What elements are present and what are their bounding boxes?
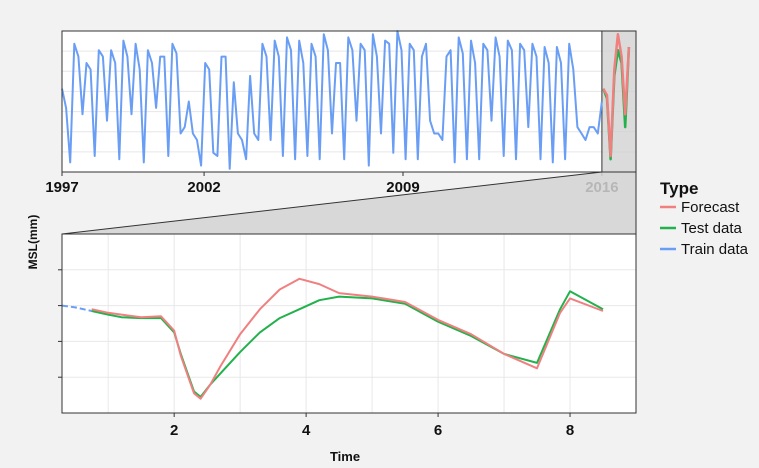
zoom-plot-area [62,234,636,413]
zoom-connector [61,171,637,235]
x-axis-label: Time [330,449,360,464]
y-axis-label: MSL(mm) [26,215,40,270]
zoom-series [61,277,604,400]
overview-panel: 1997200220092016 [45,30,637,196]
zoom-series-line-forecast [91,277,604,400]
overview-series-line-forecast [602,32,631,158]
legend-label-forecast: Forecast [681,199,740,216]
zoom-series-line-train-data [61,304,92,312]
overview-border [61,30,637,173]
overview-tick-label: 2002 [187,179,220,196]
zoom-border [61,233,637,414]
legend-label-test-data: Test data [681,220,743,237]
overview-series-line-train-data [61,30,603,170]
zoom-tick-label: 6 [434,422,442,439]
zoom-tick-label: 8 [566,422,574,439]
legend-title: Type [660,179,698,198]
zoom-panel: 2 4 6 8 Time MSL(mm) [26,215,637,464]
overview-tick-label: 2009 [386,179,419,196]
legend: Type Forecast Test data Train data [660,179,749,258]
overview-tick-label: 1997 [45,179,78,196]
legend-label-train-data: Train data [681,241,749,258]
overview-series [61,30,631,170]
zoom-tick-label: 4 [302,422,311,439]
zoom-x-ticks: 2 4 6 8 [170,413,574,439]
zoom-tick-label: 2 [170,422,178,439]
zoom-gridlines [58,234,636,413]
